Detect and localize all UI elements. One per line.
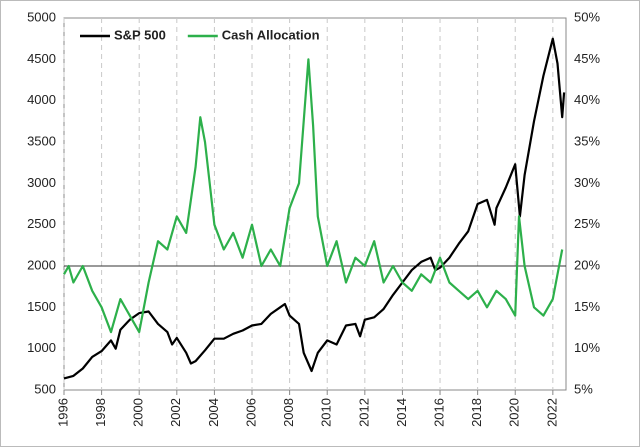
y-tick-label: 2500	[27, 216, 56, 231]
x-tick-label: 2006	[243, 398, 258, 427]
x-tick-label: 2010	[319, 398, 334, 427]
y-tick-label: 4000	[27, 92, 56, 107]
x-tick-label: 2012	[356, 398, 371, 427]
x-tick-label: 2008	[281, 398, 296, 427]
legend-label: S&P 500	[114, 27, 166, 42]
x-tick-label: 2020	[507, 398, 522, 427]
y2-tick-label: 20%	[574, 257, 600, 272]
y2-tick-label: 45%	[574, 51, 600, 66]
x-tick-label: 2016	[431, 398, 446, 427]
y2-tick-label: 50%	[574, 9, 600, 24]
data-line	[63, 37, 566, 380]
y-tick-label: 1000	[27, 340, 56, 355]
y2-tick-label: 30%	[574, 175, 600, 190]
y2-tick-label: 5%	[574, 381, 593, 396]
x-tick-label: 2022	[544, 398, 559, 427]
y-tick-label: 3500	[27, 133, 56, 148]
x-tick-label: 2004	[206, 398, 221, 427]
x-tick-label: 1996	[55, 398, 70, 427]
data-line	[63, 58, 564, 334]
x-tick-label: 1998	[93, 398, 108, 427]
y2-tick-label: 40%	[574, 92, 600, 107]
plot-area	[63, 17, 567, 391]
x-tick-label: 2014	[394, 398, 409, 427]
x-tick-label: 2000	[131, 398, 146, 427]
y-tick-label: 4500	[27, 51, 56, 66]
y-tick-label: 5000	[27, 9, 56, 24]
x-tick-label: 2002	[168, 398, 183, 427]
legend-label: Cash Allocation	[222, 27, 320, 42]
x-tick-label: 2018	[469, 398, 484, 427]
y2-tick-label: 25%	[574, 216, 600, 231]
y2-tick-label: 15%	[574, 299, 600, 314]
y2-tick-label: 35%	[574, 133, 600, 148]
y2-tick-label: 10%	[574, 340, 600, 355]
y-tick-label: 2000	[27, 257, 56, 272]
y-tick-label: 3000	[27, 175, 56, 190]
y-tick-label: 1500	[27, 299, 56, 314]
y-tick-label: 500	[34, 381, 56, 396]
